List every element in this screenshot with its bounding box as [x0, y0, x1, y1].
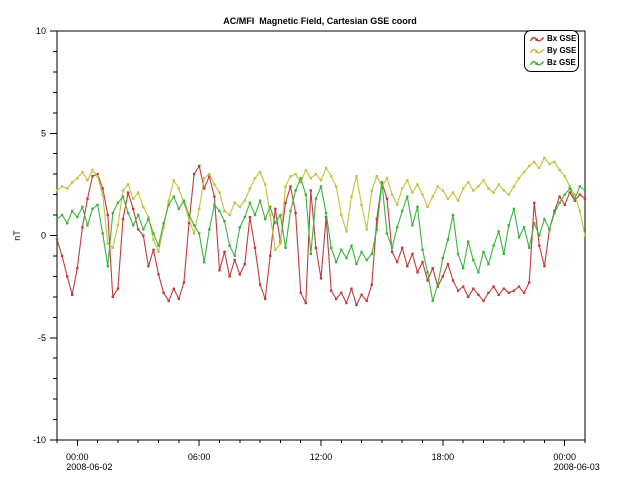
- series-by-line: [56, 157, 586, 253]
- series-bz-line: [56, 177, 586, 302]
- x-tick-label: 12:00: [310, 452, 333, 462]
- x-date-label: 2008-06-02: [66, 462, 112, 472]
- legend-box: Bx GSE By GSE Bz GSE: [524, 30, 579, 72]
- x-tick-label: 18:00: [432, 452, 455, 462]
- chart-title: AC/MFI Magnetic Field, Cartesian GSE coo…: [223, 16, 417, 26]
- bz-series-swatch-icon: [530, 60, 544, 66]
- legend-label-by: By GSE: [547, 46, 577, 55]
- y-tick-labels: 10 5 0 -5 -10: [33, 26, 46, 445]
- legend-entry-bz: Bz GSE: [530, 57, 576, 69]
- x-tick-label: 00:00: [66, 452, 89, 462]
- x-axis-ticks: [56, 440, 586, 446]
- y-tick-label: -5: [38, 333, 46, 343]
- bx-series-swatch-icon: [530, 36, 544, 42]
- y-axis-ticks: [50, 30, 57, 441]
- legend-entry-bx: Bx GSE: [530, 33, 577, 45]
- series-bz-markers: [55, 177, 587, 303]
- by-series-swatch-icon: [530, 48, 544, 54]
- y-tick-label: 0: [41, 231, 46, 241]
- y-tick-label: 5: [41, 128, 46, 138]
- y-tick-label: -10: [33, 435, 46, 445]
- x-date-label: 2008-06-03: [554, 462, 600, 472]
- series-by-markers: [55, 156, 587, 254]
- y-tick-label: 10: [36, 26, 46, 36]
- legend-label-bz: Bz GSE: [547, 58, 576, 67]
- x-tick-label: 00:00: [553, 452, 576, 462]
- legend-entry-by: By GSE: [530, 45, 577, 57]
- legend-label-bx: Bx GSE: [547, 34, 577, 43]
- x-tick-label: 06:00: [188, 452, 211, 462]
- plot-frame: [56, 30, 586, 441]
- y-axis-title: nT: [12, 230, 22, 241]
